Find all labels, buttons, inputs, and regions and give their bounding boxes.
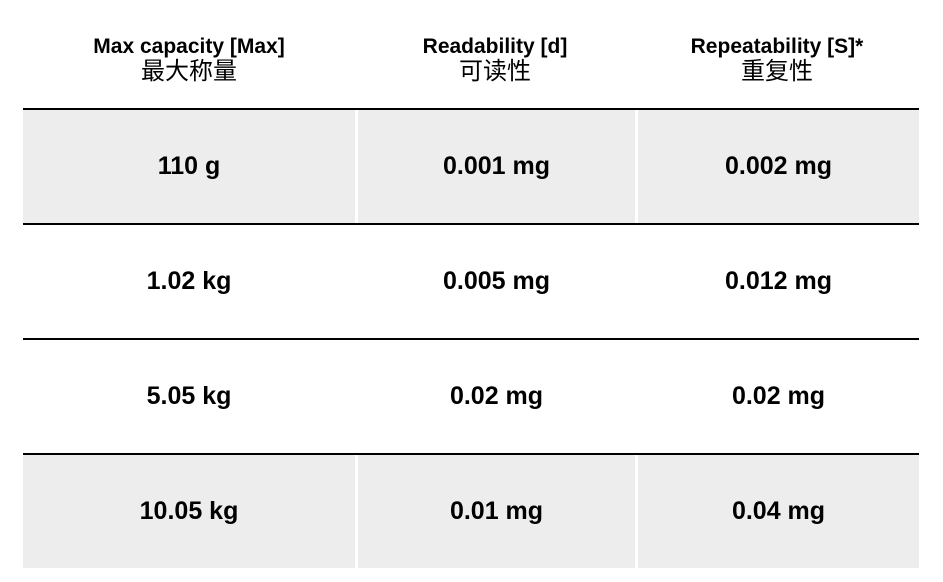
header-readability-en: Readability [d] bbox=[422, 35, 568, 58]
table-header-row: Max capacity [Max] 最大称量 Readability [d] … bbox=[23, 22, 919, 110]
header-readability: Readability [d] 可读性 bbox=[355, 22, 635, 108]
header-repeatability-en: Repeatability [S]* bbox=[690, 35, 864, 58]
header-readability-zh: 可读性 bbox=[459, 57, 531, 85]
cell-max-capacity: 10.05 kg bbox=[23, 455, 355, 568]
cell-repeatability: 0.04 mg bbox=[635, 455, 919, 568]
cell-repeatability: 0.02 mg bbox=[635, 340, 919, 453]
cell-repeatability: 0.002 mg bbox=[635, 110, 919, 223]
header-repeatability-zh: 重复性 bbox=[741, 57, 813, 85]
header-repeatability: Repeatability [S]* 重复性 bbox=[635, 22, 919, 108]
table-row: 10.05 kg 0.01 mg 0.04 mg bbox=[23, 455, 919, 568]
specifications-table: Max capacity [Max] 最大称量 Readability [d] … bbox=[23, 22, 919, 568]
cell-max-capacity: 1.02 kg bbox=[23, 225, 355, 338]
cell-readability: 0.02 mg bbox=[355, 340, 635, 453]
cell-readability: 0.01 mg bbox=[355, 455, 635, 568]
header-max-capacity: Max capacity [Max] 最大称量 bbox=[23, 22, 355, 108]
table-row: 5.05 kg 0.02 mg 0.02 mg bbox=[23, 340, 919, 455]
header-max-capacity-en: Max capacity [Max] bbox=[93, 35, 285, 58]
table-row: 110 g 0.001 mg 0.002 mg bbox=[23, 110, 919, 225]
cell-max-capacity: 5.05 kg bbox=[23, 340, 355, 453]
cell-readability: 0.005 mg bbox=[355, 225, 635, 338]
header-max-capacity-zh: 最大称量 bbox=[141, 57, 237, 85]
cell-readability: 0.001 mg bbox=[355, 110, 635, 223]
table-row: 1.02 kg 0.005 mg 0.012 mg bbox=[23, 225, 919, 340]
cell-repeatability: 0.012 mg bbox=[635, 225, 919, 338]
cell-max-capacity: 110 g bbox=[23, 110, 355, 223]
